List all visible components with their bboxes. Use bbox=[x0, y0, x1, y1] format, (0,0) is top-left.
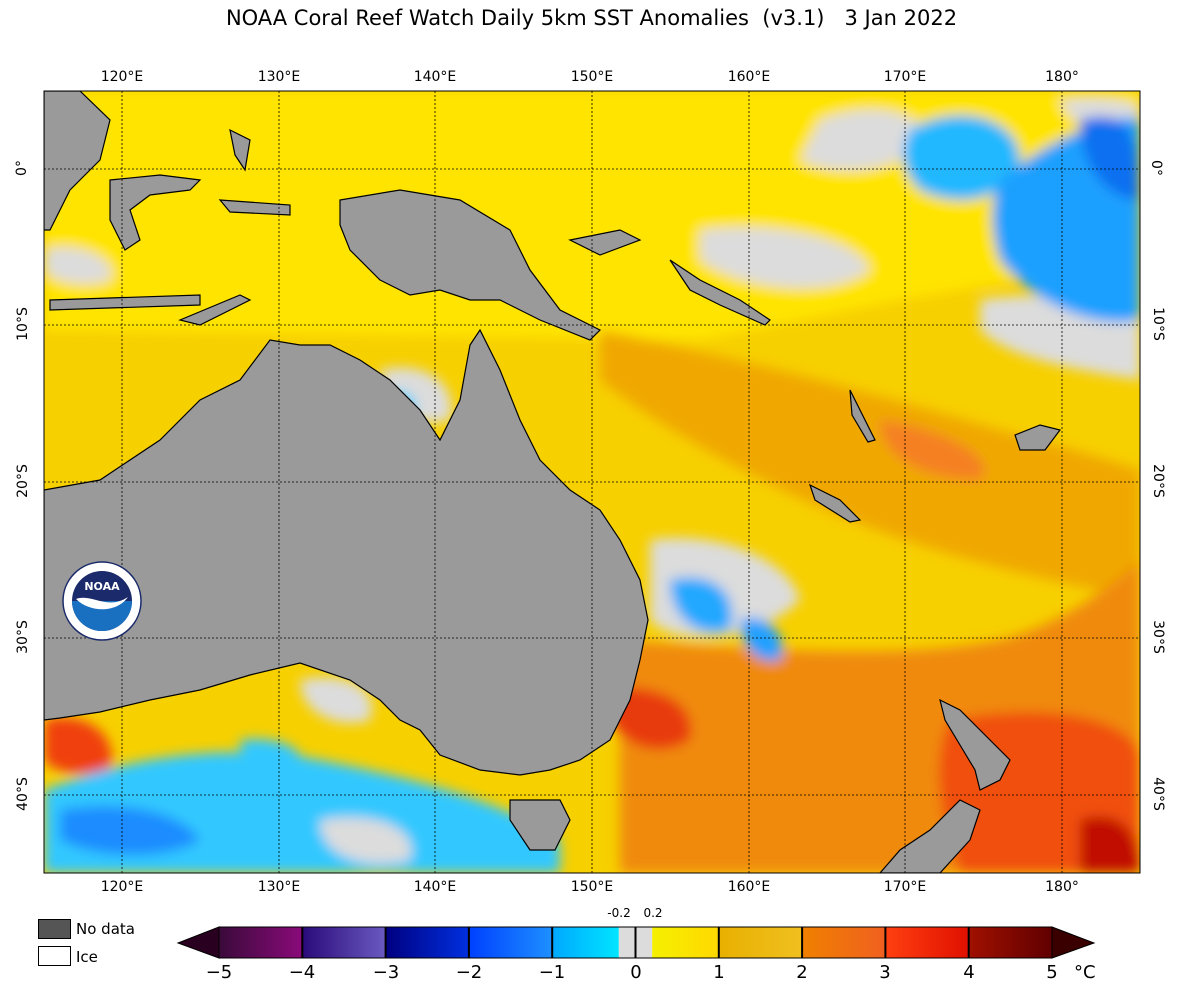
legend-label-no-data: No data bbox=[76, 920, 135, 938]
colorbar-tick-label: 3 bbox=[879, 962, 891, 983]
lat-label-right: 30°S bbox=[1149, 620, 1166, 654]
colorbar-tick-label: 2 bbox=[796, 962, 808, 983]
lat-label-right: 40°S bbox=[1149, 777, 1166, 811]
colorbar-tick-label: 4 bbox=[963, 962, 975, 983]
lat-label-right: 10°S bbox=[1149, 307, 1166, 341]
fiji bbox=[1014, 424, 1062, 451]
colorbar-tick-label: 5 bbox=[1046, 962, 1058, 983]
noaa-logo-text: NOAA bbox=[84, 580, 120, 593]
colorbar-tick-label: 0 bbox=[630, 962, 642, 983]
noaa-logo: NOAA bbox=[62, 561, 142, 641]
lat-label-left: 30°S bbox=[14, 620, 31, 654]
colorbar-low-arrow bbox=[176, 926, 220, 959]
lon-label-bottom: 130°E bbox=[257, 879, 301, 895]
colorbar-segment bbox=[552, 927, 619, 958]
lon-label-top: 170°E bbox=[883, 69, 927, 85]
land bbox=[44, 91, 1062, 873]
lat-label-right: 0° bbox=[1147, 160, 1164, 176]
lon-label-top: 130°E bbox=[257, 69, 301, 85]
legend-swatch-ice bbox=[38, 946, 71, 966]
colorbar-segment bbox=[718, 927, 803, 958]
sulawesi bbox=[109, 174, 202, 251]
colorbar-tick-label: −2 bbox=[455, 962, 483, 983]
colorbar-tick-label: −3 bbox=[372, 962, 400, 983]
colorbar-small-label: -0.2 bbox=[607, 906, 631, 920]
map-frame bbox=[43, 90, 1141, 874]
lon-label-bottom: 180° bbox=[1045, 879, 1079, 895]
colorbar-tick-label: −5 bbox=[205, 962, 233, 983]
colorbar-tick-label: −1 bbox=[538, 962, 566, 983]
lat-label-left: 40°S bbox=[14, 777, 31, 811]
lat-label-right: 20°S bbox=[1149, 464, 1166, 498]
solomon-islands bbox=[669, 259, 771, 326]
legend-label-ice: Ice bbox=[76, 948, 98, 966]
colorbar-segment bbox=[468, 927, 553, 958]
lesser-sunda bbox=[49, 294, 201, 311]
australia bbox=[44, 328, 649, 776]
lon-label-top: 140°E bbox=[413, 69, 457, 85]
new-caledonia bbox=[808, 483, 862, 523]
new-zealand-south bbox=[879, 799, 981, 873]
halmahera bbox=[229, 128, 251, 172]
legend-swatch-no-data bbox=[38, 919, 71, 939]
timor bbox=[178, 294, 252, 326]
colorbar-unit: °C bbox=[1074, 962, 1096, 983]
colorbar-tick-label: −4 bbox=[288, 962, 316, 983]
colorbar-segment bbox=[385, 927, 469, 958]
lon-label-bottom: 160°E bbox=[727, 879, 771, 895]
lon-label-bottom: 140°E bbox=[413, 879, 457, 895]
colorbar bbox=[176, 926, 1096, 959]
lon-label-top: 150°E bbox=[570, 69, 614, 85]
tasmania bbox=[509, 799, 571, 851]
new-zealand-north bbox=[939, 698, 1011, 791]
lon-label-top: 120°E bbox=[100, 69, 144, 85]
lat-label-left: 0° bbox=[13, 160, 30, 176]
lat-label-left: 20°S bbox=[14, 464, 31, 498]
colorbar-tick-label: 1 bbox=[713, 962, 725, 983]
seram bbox=[218, 199, 291, 216]
colorbar-segment bbox=[652, 927, 719, 958]
lon-label-bottom: 120°E bbox=[100, 879, 144, 895]
lon-label-bottom: 170°E bbox=[883, 879, 927, 895]
colorbar-high-arrow bbox=[1051, 926, 1096, 959]
graticule bbox=[44, 91, 1140, 873]
colorbar-segment bbox=[302, 927, 386, 958]
colorbar-segment bbox=[885, 927, 969, 958]
new-guinea bbox=[339, 189, 602, 341]
lon-label-bottom: 150°E bbox=[570, 879, 614, 895]
colorbar-small-label: 0.2 bbox=[643, 906, 663, 920]
borneo bbox=[44, 91, 111, 231]
new-britain bbox=[568, 229, 642, 256]
lon-label-top: 160°E bbox=[727, 69, 771, 85]
vanuatu bbox=[849, 389, 876, 443]
lon-label-top: 180° bbox=[1045, 69, 1079, 85]
colorbar-segment bbox=[802, 927, 886, 958]
map-title: NOAA Coral Reef Watch Daily 5km SST Anom… bbox=[225, 6, 958, 30]
colorbar-segment bbox=[219, 927, 303, 958]
colorbar-segment bbox=[968, 927, 1052, 958]
lat-label-left: 10°S bbox=[14, 307, 31, 341]
